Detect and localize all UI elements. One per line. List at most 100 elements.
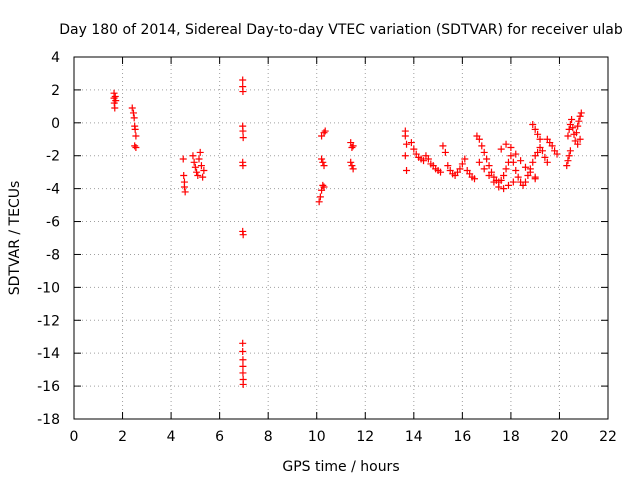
data-point [485,171,493,179]
data-point [349,165,357,173]
x-tick-label: 20 [551,429,569,445]
data-point [534,148,542,156]
data-point [548,142,556,150]
data-point [316,193,324,201]
data-point [407,139,415,147]
data-point [458,160,466,168]
y-tick-label: 2 [51,83,60,99]
data-point [483,155,491,163]
y-tick-label: -8 [46,247,60,263]
data-point [564,157,572,165]
y-tick-label: -16 [37,379,60,395]
data-point [497,145,505,153]
data-point [401,132,409,140]
x-tick-label: 14 [405,429,423,445]
data-point [576,112,584,120]
data-point [191,163,199,171]
data-point [577,109,585,117]
data-point [239,231,247,239]
y-tick-label: -18 [37,412,60,428]
data-point [456,165,464,173]
grid-lines [74,57,608,419]
data-point [129,109,137,117]
data-point [543,158,551,166]
data-point [320,162,328,170]
data-point [572,129,580,137]
data-point [111,104,119,112]
data-point [321,127,329,135]
data-point [239,162,247,170]
data-point [502,140,510,148]
data-point [576,135,584,143]
data-point [320,129,328,137]
data-point [495,183,503,191]
data-point [132,144,140,151]
data-point [475,158,483,166]
data-point [531,175,539,183]
data-point [190,158,198,166]
data-point [239,356,247,364]
data-point [349,142,357,150]
plot-frame [73,56,609,420]
data-point [347,158,355,166]
data-point [497,176,505,184]
data-point [564,132,572,140]
data-point [179,155,187,163]
x-tick-label: 12 [356,429,374,445]
data-point [199,173,207,181]
data-point [348,162,356,170]
data-point [471,175,478,183]
data-point [239,348,247,356]
x-tick-label: 16 [453,429,471,445]
data-point [319,158,327,166]
data-point [507,144,515,151]
data-point [131,125,139,133]
data-point [239,127,247,135]
chart-title: Day 180 of 2014, Sidereal Day-to-day VTE… [59,22,623,38]
x-axis-label: GPS time / hours [282,459,399,475]
data-point [536,135,544,143]
data-point [574,140,582,148]
data-point [403,167,411,175]
data-point [565,125,573,133]
x-tick-label: 10 [308,429,326,445]
x-tick-label: 22 [599,429,617,445]
data-point [569,124,577,132]
data-point [480,165,488,173]
data-point [439,142,447,150]
data-point [130,114,138,122]
data-point [197,162,205,170]
data-point [565,152,573,160]
data-point [575,117,583,125]
data-point [541,153,549,161]
data-point [517,157,525,165]
data-point [514,173,522,181]
data-point [196,148,204,156]
data-point [239,76,247,84]
y-tick-label: -14 [37,346,60,362]
data-point [239,362,247,370]
data-point [193,168,201,176]
y-axis-ticks: 4 2 0 -2 -4 -6 -8 -10 -12 -14 -16 -18 [37,50,608,428]
data-point [437,168,445,176]
data-point [500,185,508,193]
data-point [509,178,517,186]
data-point [461,155,469,163]
data-point [553,150,561,158]
data-point [566,147,574,155]
y-tick-label: -12 [37,313,60,329]
y-tick-label: -10 [37,280,60,296]
data-point [512,150,520,158]
data-point [512,167,520,175]
data-point [181,188,189,196]
data-point [319,181,327,189]
data-point [194,171,202,179]
data-point [504,181,512,189]
data-point [441,148,449,156]
data-point [444,162,452,170]
data-points [110,76,585,388]
data-point [410,145,418,153]
y-tick-label: 4 [51,50,60,66]
data-point [521,178,529,186]
